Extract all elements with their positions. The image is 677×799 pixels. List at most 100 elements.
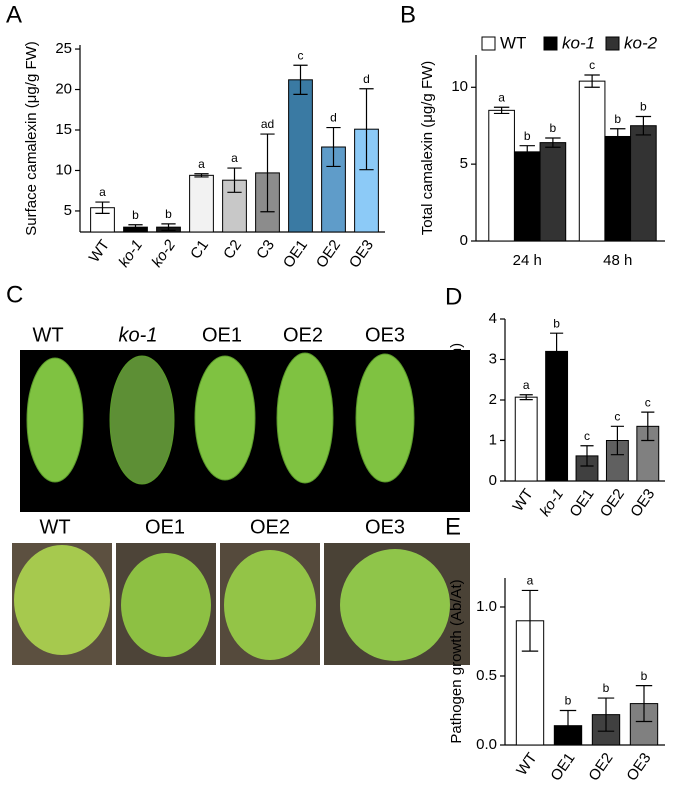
significance-letter: b <box>132 208 139 222</box>
significance-letter: d <box>330 111 337 125</box>
bar <box>514 396 538 482</box>
photo-label: OE3 <box>365 516 405 538</box>
x-tick-label: OE3 <box>627 486 658 520</box>
error-bar <box>493 106 510 115</box>
significance-letter: c <box>645 395 651 409</box>
y-axis-label: Lesion size (mm) <box>448 343 465 457</box>
error-bar <box>521 589 539 652</box>
y-axis-label: Surface camalexin (μg/g FW) <box>23 41 40 236</box>
x-tick-label: C2 <box>220 237 245 262</box>
panel-label: D <box>445 283 462 310</box>
legend-label: WT <box>500 33 526 52</box>
significance-letter: b <box>565 694 572 708</box>
panel-label: E <box>445 513 461 540</box>
legend-label: ko-1 <box>562 33 595 52</box>
y-tick-label: 1 <box>489 431 497 448</box>
photo-label: OE2 <box>250 516 290 538</box>
x-tick-label: 48 h <box>603 252 632 269</box>
error-bar <box>635 685 653 723</box>
significance-letter: a <box>99 185 106 199</box>
bar <box>189 174 214 233</box>
significance-letter: ad <box>261 117 274 131</box>
significance-letter: a <box>231 151 238 165</box>
x-tick-label: 24 h <box>513 252 542 269</box>
legend-swatch <box>481 36 496 51</box>
significance-letter: c <box>584 429 590 443</box>
x-tick-label: OE3 <box>623 750 654 784</box>
bar <box>539 142 567 242</box>
photos-bottom <box>12 543 470 665</box>
x-tick-label: ko-1 <box>536 486 567 520</box>
photo-label: OE2 <box>283 324 323 346</box>
error-bar <box>260 133 275 213</box>
error-bar <box>519 145 535 159</box>
error-bar <box>641 411 655 442</box>
bar <box>578 80 606 242</box>
significance-letter: c <box>589 58 595 72</box>
photo-label: OE1 <box>202 324 242 346</box>
error-bar <box>580 445 594 467</box>
error-bar <box>610 425 624 456</box>
significance-letter: c <box>614 409 620 423</box>
y-axis-label: Total camalexin (μg/g FW) <box>419 61 436 236</box>
x-tick-label: OE2 <box>313 237 344 271</box>
leaves <box>26 352 415 485</box>
x-tick-label: ko-1 <box>115 237 146 271</box>
error-bar <box>128 224 143 231</box>
legend-swatch <box>543 36 558 51</box>
bar <box>288 79 313 233</box>
error-bar <box>545 137 561 148</box>
y-tick-label: 0 <box>489 472 497 489</box>
significance-letter: b <box>640 100 647 114</box>
photo-label: ko-1 <box>119 324 158 346</box>
significance-letter: b <box>550 121 557 135</box>
error-bar <box>359 88 374 171</box>
photo-label: WT <box>39 516 70 538</box>
error-bar <box>584 74 600 88</box>
x-tick-label: WT <box>513 750 540 779</box>
photo-label: OE1 <box>145 516 185 538</box>
y-tick-label: 15 <box>55 121 72 138</box>
significance-letter: b <box>524 129 531 143</box>
error-bar <box>95 201 110 214</box>
significance-letter: b <box>614 112 621 126</box>
x-tick-label: OE2 <box>597 486 628 520</box>
x-tick-label: OE1 <box>280 237 311 271</box>
bar <box>545 350 569 482</box>
error-bar <box>610 128 626 145</box>
significance-letter: a <box>498 90 505 104</box>
y-tick-label: 0.0 <box>476 736 497 753</box>
x-tick-label: OE1 <box>547 750 578 784</box>
y-tick-label: 4 <box>489 310 497 327</box>
error-bar <box>326 126 341 168</box>
x-tick-label: WT <box>509 486 536 515</box>
x-tick-label: WT <box>86 237 113 266</box>
x-tick-label: C3 <box>253 237 278 262</box>
error-bar <box>293 64 308 95</box>
y-tick-label: 1.0 <box>476 598 497 615</box>
y-tick-label: 20 <box>55 80 72 97</box>
bar <box>488 109 515 242</box>
significance-letter: a <box>198 157 205 171</box>
error-bar <box>161 223 176 231</box>
error-bar <box>519 394 533 401</box>
bar <box>604 135 632 242</box>
error-bar <box>227 167 242 193</box>
legend-swatch <box>605 36 620 51</box>
significance-letter: a <box>527 574 534 588</box>
error-bar <box>635 115 652 136</box>
photo-panel: C <box>6 281 470 665</box>
significance-letter: c <box>298 48 304 62</box>
error-bar <box>597 697 615 732</box>
y-tick-label: 10 <box>451 78 468 95</box>
panel-label: C <box>6 281 23 308</box>
y-tick-label: 5 <box>64 202 72 219</box>
x-tick-label: OE1 <box>566 486 597 520</box>
x-tick-label: OE2 <box>585 750 616 784</box>
y-tick-label: 5 <box>460 155 468 172</box>
error-bar <box>194 173 209 178</box>
significance-letter: b <box>553 316 560 330</box>
error-bar <box>550 332 564 371</box>
legend-label: ko-2 <box>624 33 658 52</box>
significance-letter: b <box>603 681 610 695</box>
